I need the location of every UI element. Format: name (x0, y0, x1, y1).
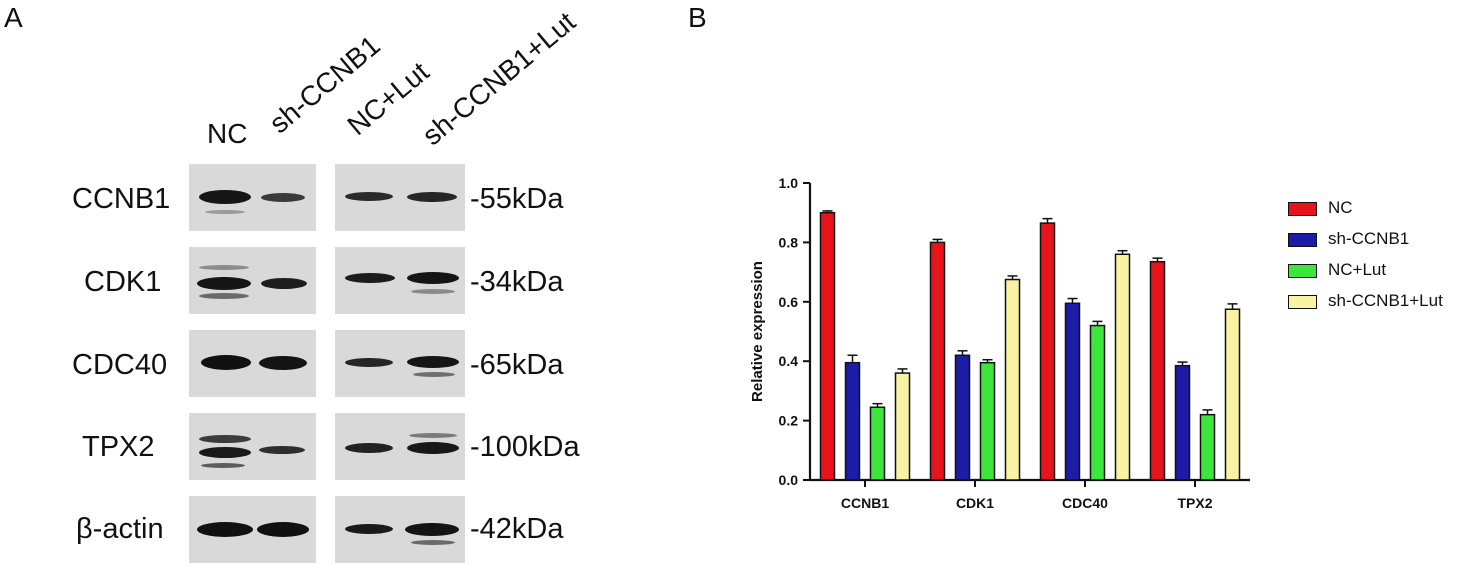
bar-tpx2-sh-ccnb1 (1174, 364, 1191, 481)
bar-ccnb1-sh-ccnb1-lut (894, 372, 911, 481)
y-tick-label: 1.0 (779, 175, 799, 191)
bar-cdc40-sh-ccnb1 (1064, 302, 1081, 481)
bar-cdk1-nc-lut (979, 361, 996, 481)
legend-swatch-sh-ccnb1-lut (1288, 295, 1317, 309)
x-tick-label: CDC40 (1062, 495, 1108, 511)
bar-ccnb1-sh-ccnb1 (844, 361, 861, 481)
blot-tpx2-right (335, 413, 465, 480)
protein-label-beta-actin: β-actin (76, 513, 164, 545)
y-tick-label: 0.8 (779, 234, 799, 250)
panel-a-label: A (4, 2, 23, 33)
legend-label-nc: NC (1328, 198, 1353, 217)
y-axis-label: Relative expression (749, 261, 766, 402)
blot-cdc40-left (189, 330, 316, 397)
bar-cdk1-nc (929, 241, 946, 481)
blot-actin-right (335, 496, 465, 563)
marker-cdk1: -34kDa (470, 266, 564, 298)
lane-label-sh-ccnb1-lut: sh-CCNB1+Lut (416, 5, 582, 152)
protein-label-cdc40: CDC40 (72, 349, 168, 381)
bar-cdk1-sh-ccnb1 (954, 354, 971, 481)
bar-cdc40-sh-ccnb1-lut (1114, 253, 1131, 481)
protein-label-cdk1: CDK1 (84, 266, 162, 298)
marker-tpx2: -100kDa (470, 431, 580, 463)
bar-tpx2-nc (1149, 260, 1166, 481)
blot-cdc40-right (335, 330, 465, 397)
bar-tpx2-nc-lut (1199, 413, 1216, 481)
legend-swatch-nc (1288, 202, 1317, 216)
bar-chart: 0.0 0.2 0.4 0.6 0.8 1.0 Relative expression CCN… (749, 175, 1250, 511)
legend-label-nc-lut: NC+Lut (1328, 260, 1387, 279)
bar-cdk1-sh-ccnb1-lut (1004, 278, 1021, 481)
blot-ccnb1-left (189, 164, 316, 231)
panel-b-label: B (688, 2, 707, 33)
blot-tpx2-left (189, 413, 316, 480)
bar-ccnb1-nc-lut (869, 406, 886, 481)
x-tick-label: CDK1 (956, 495, 994, 511)
protein-label-ccnb1: CCNB1 (72, 183, 171, 215)
legend-swatch-sh-ccnb1 (1288, 233, 1317, 247)
marker-beta-actin: -42kDa (470, 513, 564, 545)
x-tick-label: CCNB1 (841, 495, 889, 511)
y-tick-label: 0.4 (779, 353, 799, 369)
lane-label-nc: NC (207, 118, 248, 149)
bar-tpx2-sh-ccnb1-lut (1224, 308, 1241, 481)
y-tick-label: 0.2 (779, 413, 799, 429)
marker-ccnb1: -55kDa (470, 183, 564, 215)
blot-cdk1-right (335, 247, 465, 314)
blot-cdk1-left (189, 247, 316, 314)
blot-actin-left (189, 496, 316, 563)
blot-ccnb1-right (335, 164, 465, 231)
bar-cdc40-nc (1039, 222, 1056, 481)
y-tick-label: 0.6 (779, 294, 799, 310)
y-tick-label: 0.0 (779, 472, 799, 488)
legend-swatch-nc-lut (1288, 264, 1317, 278)
x-tick-label: TPX2 (1177, 495, 1212, 511)
marker-cdc40: -65kDa (470, 349, 564, 381)
bar-cdc40-nc-lut (1089, 324, 1106, 481)
legend-label-sh-ccnb1-lut: sh-CCNB1+Lut (1328, 291, 1443, 310)
legend-label-sh-ccnb1: sh-CCNB1 (1328, 229, 1410, 248)
protein-label-tpx2: TPX2 (82, 431, 155, 463)
bar-ccnb1-nc (819, 211, 836, 481)
